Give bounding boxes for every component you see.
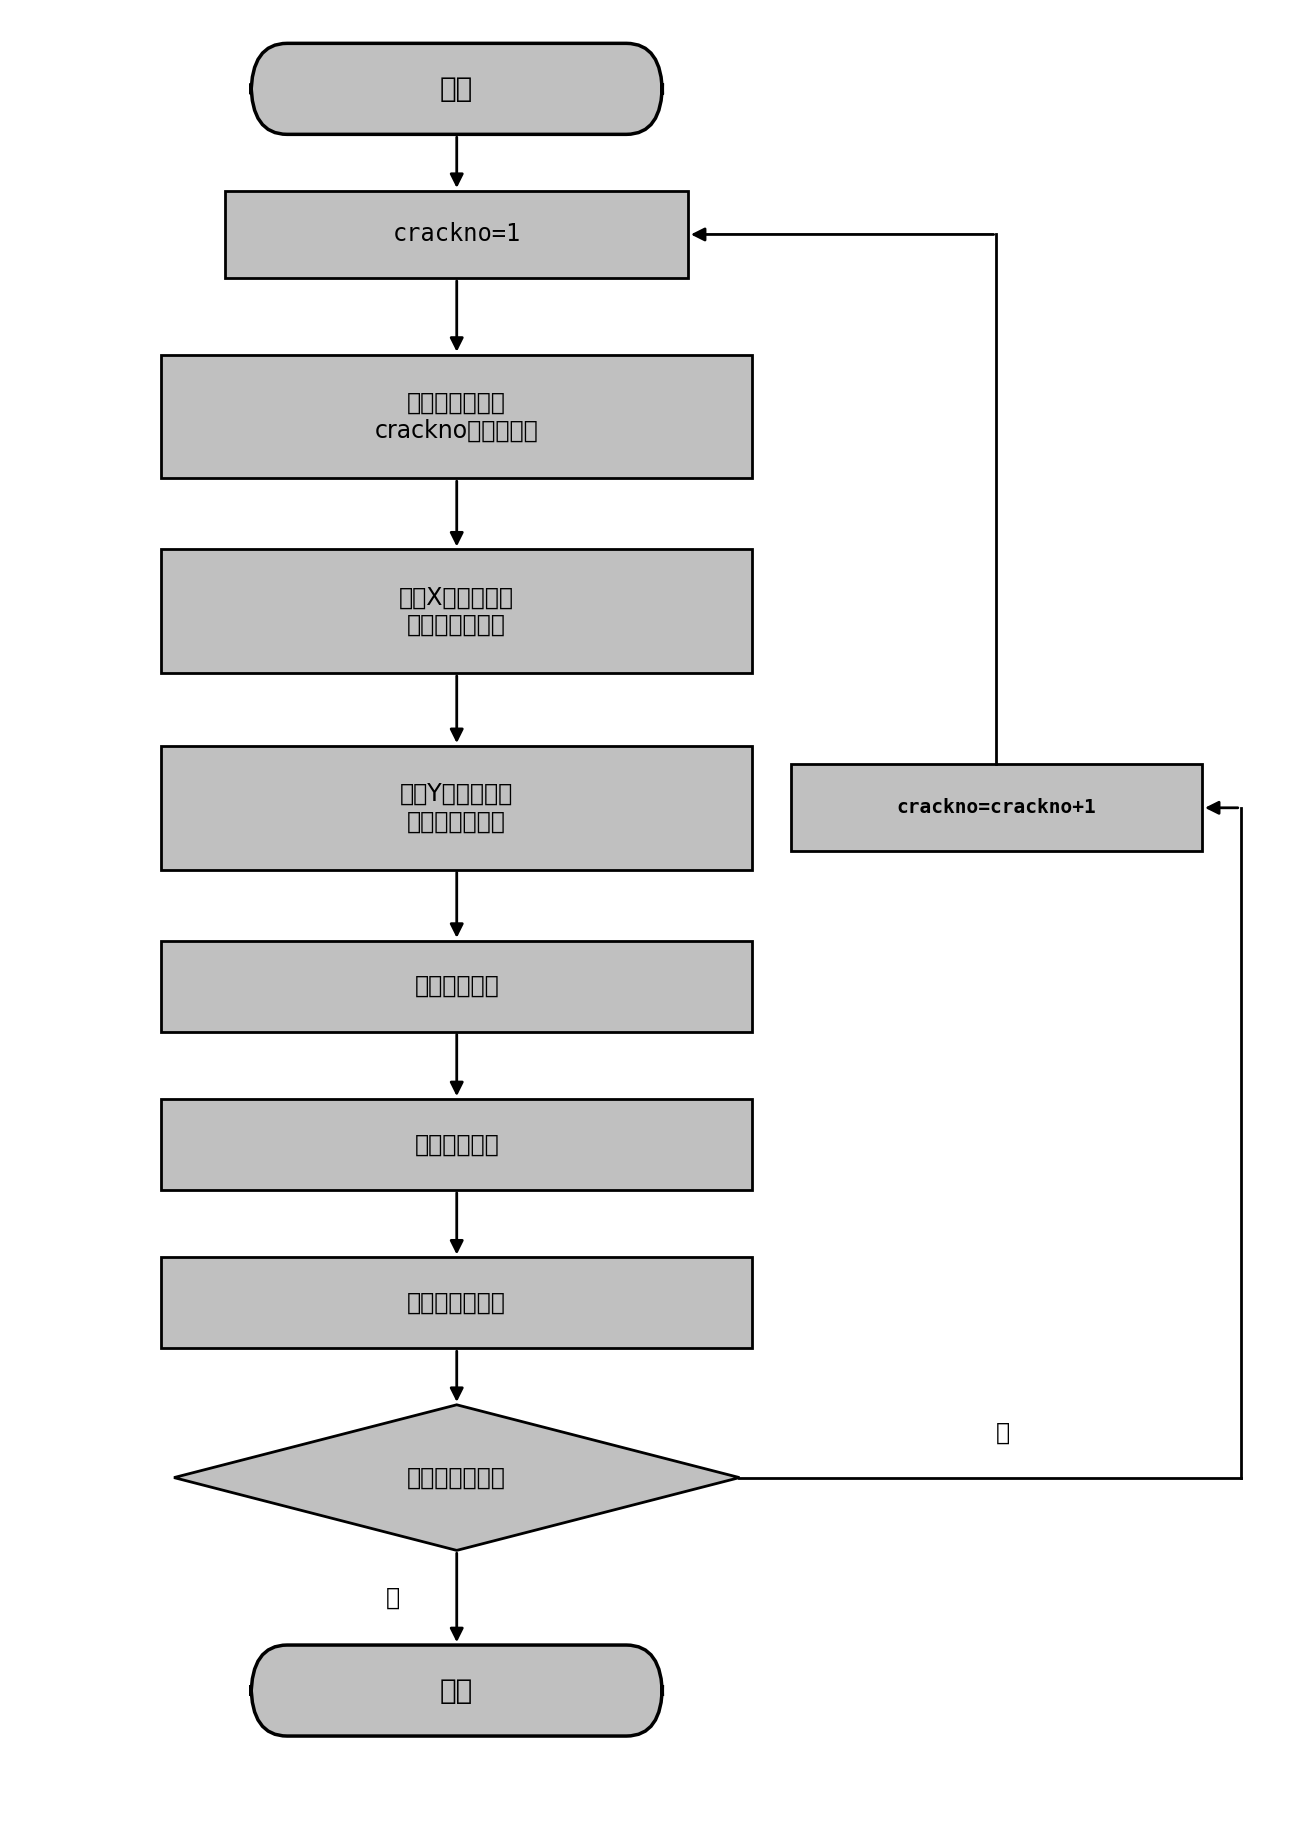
Text: 选择Y方向节点的
最小值和最大值: 选择Y方向节点的 最小值和最大值 (400, 781, 513, 834)
Text: 开始: 开始 (440, 75, 473, 103)
Text: 选择X方向节点的
最小值和最大值: 选择X方向节点的 最小值和最大值 (399, 585, 514, 636)
Text: 计算裂纹角度: 计算裂纹角度 (414, 974, 499, 998)
Bar (161, 746, 752, 869)
FancyBboxPatch shape (251, 1645, 662, 1737)
Text: 裂纹统计完成？: 裂纹统计完成？ (408, 1465, 507, 1489)
Text: 是: 是 (386, 1586, 400, 1610)
Bar (161, 1099, 752, 1190)
Bar (161, 941, 752, 1033)
Bar (791, 765, 1202, 851)
Text: crackno=1: crackno=1 (392, 222, 521, 246)
Text: 记录在文本文件: 记录在文本文件 (408, 1291, 507, 1315)
Bar (161, 1258, 752, 1348)
Polygon shape (174, 1405, 739, 1550)
FancyBboxPatch shape (251, 44, 662, 134)
Text: 得到裂纹编号为
crackno的单元节点: 得到裂纹编号为 crackno的单元节点 (375, 391, 539, 442)
Bar (226, 191, 688, 279)
Text: 结束: 结束 (440, 1676, 473, 1704)
Text: crackno=crackno+1: crackno=crackno+1 (896, 798, 1096, 818)
Bar (161, 354, 752, 479)
Text: 计算裂纹长度: 计算裂纹长度 (414, 1133, 499, 1157)
Bar (161, 550, 752, 673)
Text: 否: 否 (996, 1421, 1009, 1445)
